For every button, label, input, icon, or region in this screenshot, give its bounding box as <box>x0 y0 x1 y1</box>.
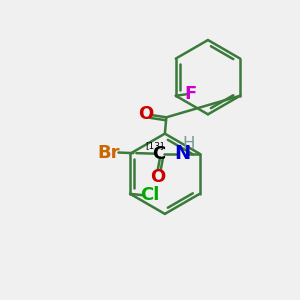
Text: F: F <box>184 85 197 103</box>
Text: H: H <box>183 135 195 153</box>
Text: O: O <box>150 169 165 187</box>
Text: C: C <box>152 145 165 163</box>
Text: Cl: Cl <box>140 186 160 204</box>
Text: N: N <box>175 144 191 163</box>
Text: O: O <box>138 105 153 123</box>
Text: Br: Br <box>98 143 120 161</box>
Text: [13]: [13] <box>146 141 164 150</box>
